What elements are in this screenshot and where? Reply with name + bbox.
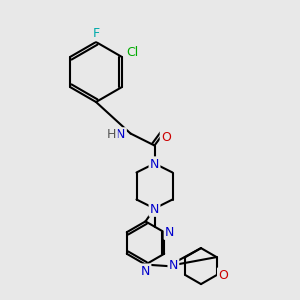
Text: N: N [141, 265, 150, 278]
Text: F: F [92, 27, 100, 40]
Text: O: O [161, 130, 171, 144]
Text: N: N [169, 259, 178, 272]
Text: O: O [218, 268, 228, 282]
Text: H: H [107, 128, 117, 142]
Text: Cl: Cl [126, 46, 139, 59]
Text: N: N [165, 226, 174, 239]
Text: N: N [150, 158, 159, 171]
Text: N: N [116, 128, 126, 142]
Text: N: N [150, 202, 159, 216]
